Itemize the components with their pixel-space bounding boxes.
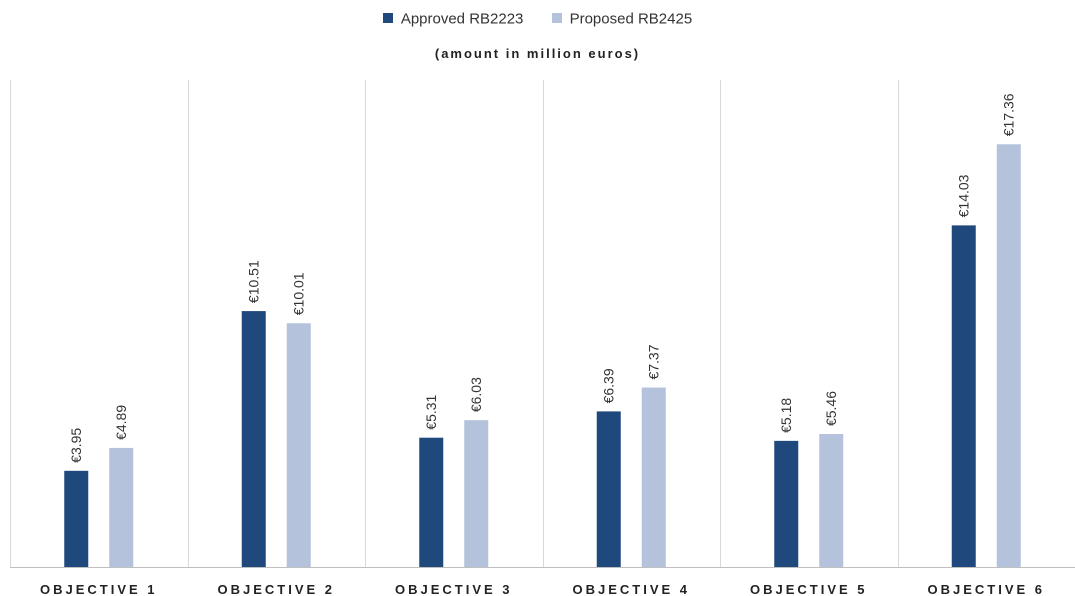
category-label-4: OBJECTIVE 4 xyxy=(572,582,690,596)
bar-proposed-4 xyxy=(641,387,666,567)
bar-proposed-2 xyxy=(286,323,311,567)
value-label-proposed-3: €6.03 xyxy=(468,377,484,412)
bar-approved-4 xyxy=(596,411,621,567)
value-label-approved-3: €5.31 xyxy=(423,394,439,429)
value-label-proposed-5: €5.46 xyxy=(823,391,839,426)
legend-item-proposed: Proposed RB2425 xyxy=(551,10,693,28)
bar-approved-6 xyxy=(951,225,976,567)
bar-approved-2 xyxy=(241,311,266,567)
bar-proposed-6 xyxy=(996,144,1021,567)
bar-approved-1 xyxy=(64,470,89,567)
value-label-proposed-6: €17.36 xyxy=(1001,93,1017,136)
value-label-proposed-1: €4.89 xyxy=(113,405,129,440)
value-label-approved-5: €5.18 xyxy=(778,398,794,433)
category-label-5: OBJECTIVE 5 xyxy=(750,582,868,596)
category-label-3: OBJECTIVE 3 xyxy=(395,582,513,596)
value-label-proposed-2: €10.01 xyxy=(291,272,307,315)
bar-approved-3 xyxy=(419,437,444,567)
value-label-proposed-4: €7.37 xyxy=(646,344,662,379)
bar-proposed-1 xyxy=(109,447,134,567)
bar-proposed-5 xyxy=(819,434,844,567)
category-label-2: OBJECTIVE 2 xyxy=(217,582,335,596)
legend-label-approved: Approved RB2223 xyxy=(400,10,524,28)
bar-proposed-3 xyxy=(464,420,489,567)
chart-legend: Approved RB2223 Proposed RB2425 xyxy=(0,10,1075,28)
legend-swatch-proposed xyxy=(551,13,562,24)
category-label-1: OBJECTIVE 1 xyxy=(40,582,158,596)
category-label-6: OBJECTIVE 6 xyxy=(927,582,1045,596)
bar-approved-5 xyxy=(774,440,799,567)
chart-subtitle: (amount in million euros) xyxy=(434,46,641,61)
value-label-approved-2: €10.51 xyxy=(246,260,262,303)
value-label-approved-4: €6.39 xyxy=(601,368,617,403)
legend-item-approved: Approved RB2223 xyxy=(382,10,524,28)
value-label-approved-1: €3.95 xyxy=(68,428,84,463)
legend-label-proposed: Proposed RB2425 xyxy=(569,10,693,28)
value-label-approved-6: €14.03 xyxy=(956,174,972,217)
legend-swatch-approved xyxy=(382,13,393,24)
